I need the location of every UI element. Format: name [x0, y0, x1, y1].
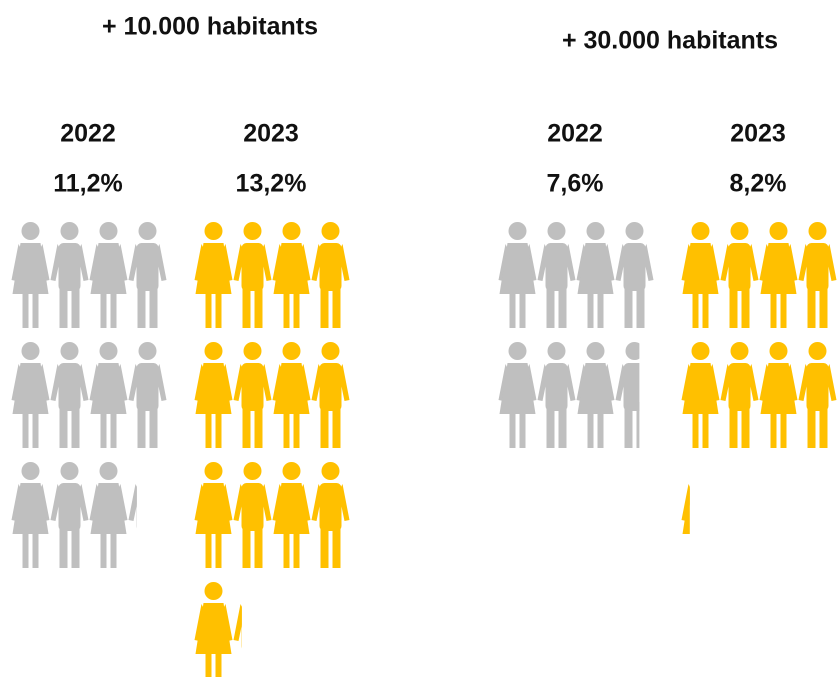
person-icon: [194, 582, 233, 677]
person-icon: [194, 342, 233, 448]
person-icon: [89, 222, 128, 328]
person-icon: [233, 604, 242, 648]
year-label: 2022: [60, 120, 116, 148]
pictogram-group: [194, 222, 350, 677]
person-icon: [720, 342, 759, 448]
year-label: 2022: [547, 120, 603, 148]
person-icon: [11, 222, 50, 328]
person-icon: [11, 342, 50, 448]
person-icon: [89, 342, 128, 448]
person-icon: [272, 222, 311, 328]
person-icon: [615, 222, 654, 328]
person-icon: [311, 222, 350, 328]
person-icon: [89, 462, 128, 568]
person-icon: [194, 222, 233, 328]
person-icon: [798, 342, 837, 448]
person-icon: [11, 462, 50, 568]
person-icon: [50, 462, 89, 568]
person-icon: [50, 342, 89, 448]
year-label: 2023: [730, 120, 786, 148]
person-icon: [681, 342, 720, 448]
year-label: 2023: [243, 120, 299, 148]
person-icon: [233, 342, 272, 448]
person-icon: [233, 222, 272, 328]
person-icon: [615, 342, 640, 448]
person-icon: [798, 222, 837, 328]
person-icon: [50, 222, 89, 328]
person-icon: [128, 222, 167, 328]
person-icon: [681, 222, 720, 328]
person-icon: [311, 342, 350, 448]
value-label: 13,2%: [236, 170, 307, 198]
person-icon: [537, 222, 576, 328]
chart-title: + 30.000 habitants: [562, 27, 778, 55]
person-icon: [759, 342, 798, 448]
value-label: 8,2%: [730, 170, 787, 198]
person-icon: [498, 222, 537, 328]
person-icon: [720, 222, 759, 328]
person-icon: [681, 484, 690, 534]
person-icon: [576, 222, 615, 328]
person-icon: [128, 342, 167, 448]
pictogram-group: [11, 222, 167, 568]
value-label: 11,2%: [53, 170, 123, 198]
person-icon: [194, 462, 233, 568]
person-icon: [272, 462, 311, 568]
person-icon: [128, 484, 137, 528]
pictogram-group: [498, 222, 654, 448]
pictogram-group: [681, 222, 837, 534]
value-label: 7,6%: [547, 170, 604, 198]
person-icon: [233, 462, 272, 568]
person-icon: [311, 462, 350, 568]
person-icon: [272, 342, 311, 448]
chart-title: + 10.000 habitants: [102, 13, 318, 41]
person-icon: [537, 342, 576, 448]
person-icon: [759, 222, 798, 328]
person-icon: [498, 342, 537, 448]
person-icon: [576, 342, 615, 448]
